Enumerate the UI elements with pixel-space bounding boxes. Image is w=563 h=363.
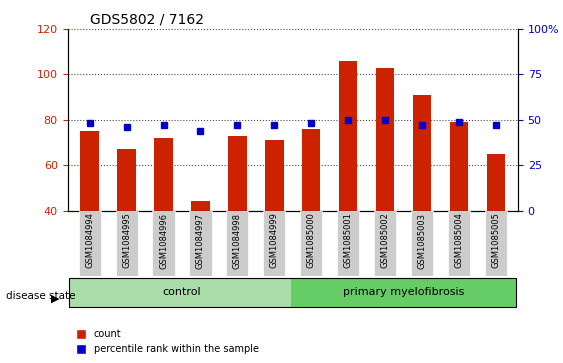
Bar: [339, 61, 358, 211]
Text: GDS5802 / 7162: GDS5802 / 7162: [90, 12, 204, 26]
Bar: [228, 136, 247, 211]
Text: GSM1085003: GSM1085003: [418, 212, 427, 269]
Text: primary myelofibrosis: primary myelofibrosis: [343, 287, 464, 297]
Text: ▶: ▶: [51, 293, 59, 303]
FancyBboxPatch shape: [189, 211, 212, 276]
Bar: [413, 95, 431, 211]
Text: GSM1085000: GSM1085000: [307, 212, 316, 268]
Legend: count, percentile rank within the sample: count, percentile rank within the sample: [73, 326, 263, 358]
Text: GSM1084997: GSM1084997: [196, 212, 205, 269]
Bar: [118, 149, 136, 211]
Bar: [265, 140, 284, 211]
FancyBboxPatch shape: [300, 211, 322, 276]
Text: GSM1084998: GSM1084998: [233, 212, 242, 269]
Text: GSM1084996: GSM1084996: [159, 212, 168, 269]
FancyBboxPatch shape: [115, 211, 138, 276]
Bar: [81, 131, 99, 211]
FancyBboxPatch shape: [448, 211, 470, 276]
Bar: [191, 201, 209, 211]
Text: GSM1085002: GSM1085002: [381, 212, 390, 268]
Bar: [486, 154, 505, 211]
Text: disease state: disease state: [6, 291, 75, 301]
FancyBboxPatch shape: [291, 277, 516, 307]
FancyBboxPatch shape: [337, 211, 359, 276]
Text: GSM1084999: GSM1084999: [270, 212, 279, 268]
FancyBboxPatch shape: [153, 211, 175, 276]
Text: GSM1084994: GSM1084994: [85, 212, 94, 268]
Text: control: control: [163, 287, 202, 297]
FancyBboxPatch shape: [411, 211, 433, 276]
FancyBboxPatch shape: [263, 211, 285, 276]
Text: GSM1084995: GSM1084995: [122, 212, 131, 268]
FancyBboxPatch shape: [226, 211, 248, 276]
FancyBboxPatch shape: [485, 211, 507, 276]
FancyBboxPatch shape: [79, 211, 101, 276]
FancyBboxPatch shape: [69, 277, 294, 307]
Bar: [450, 122, 468, 211]
Text: GSM1085004: GSM1085004: [454, 212, 463, 268]
Text: GSM1085005: GSM1085005: [491, 212, 501, 268]
Bar: [376, 68, 394, 211]
Text: GSM1085001: GSM1085001: [343, 212, 352, 268]
Bar: [302, 129, 320, 211]
Bar: [154, 138, 173, 211]
FancyBboxPatch shape: [374, 211, 396, 276]
